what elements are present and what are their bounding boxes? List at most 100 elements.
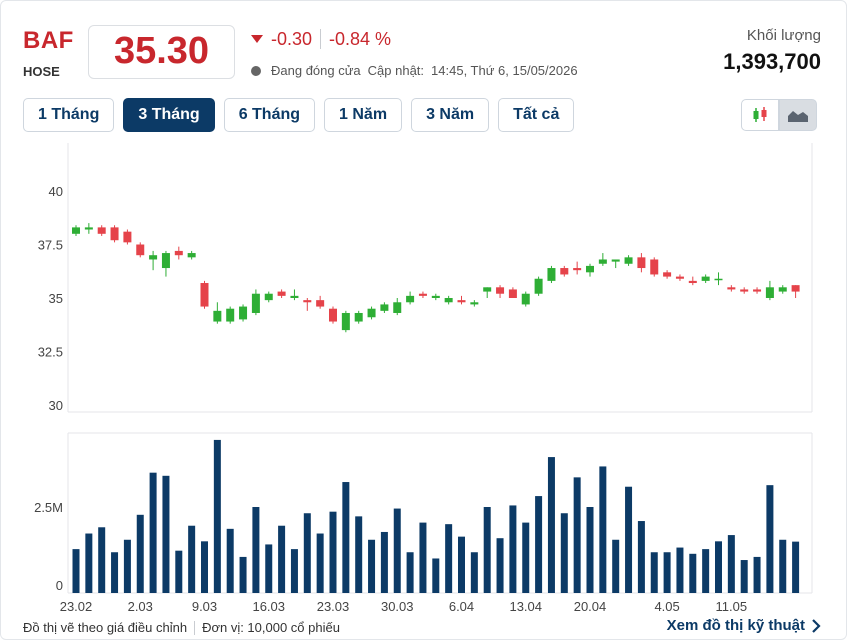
volume-bar xyxy=(689,553,697,593)
change-value: -0.30 xyxy=(271,28,313,49)
volume-bar xyxy=(85,533,93,593)
volume-bar xyxy=(213,439,221,593)
area-chart-button[interactable] xyxy=(779,99,817,131)
candle xyxy=(277,289,286,298)
x-tick-label: 16.03 xyxy=(252,599,285,613)
volume-bar xyxy=(419,522,427,593)
candle xyxy=(791,285,800,298)
candle xyxy=(701,274,710,284)
candle xyxy=(303,298,312,311)
volume-bar xyxy=(753,556,761,593)
volume-bar xyxy=(496,538,504,593)
volume-bar xyxy=(509,505,517,593)
x-tick-label: 30.03 xyxy=(381,599,414,613)
candle-body xyxy=(341,312,350,331)
volume-bar xyxy=(265,544,273,593)
candle xyxy=(675,274,684,281)
update-time: 14:45, Thứ 6, 15/05/2026 xyxy=(431,63,578,78)
candle-body xyxy=(406,295,415,303)
volume-bar xyxy=(393,508,401,593)
candlestick-chart-button[interactable] xyxy=(741,99,779,131)
volume-series xyxy=(72,439,800,593)
technical-chart-link[interactable]: Xem đồ thị kỹ thuật xyxy=(667,617,821,634)
volume-bar xyxy=(573,477,581,593)
candle-body xyxy=(380,304,389,311)
current-price: 35.30 xyxy=(113,30,210,72)
volume-bar xyxy=(625,486,633,593)
candle xyxy=(688,276,697,286)
volume-bar xyxy=(123,539,131,593)
candle xyxy=(727,285,736,292)
candle xyxy=(161,250,170,277)
candle-body xyxy=(72,227,80,234)
candle xyxy=(508,287,517,298)
volume-bar xyxy=(702,549,710,593)
volume-bar xyxy=(149,472,157,593)
volume-bar xyxy=(278,525,286,593)
volume-bar xyxy=(72,549,80,593)
candle xyxy=(637,253,646,273)
tab-3-years[interactable]: 3 Năm xyxy=(411,98,490,132)
candle xyxy=(367,306,376,320)
price-change: -0.30 -0.84 % xyxy=(251,27,391,51)
volume-bar xyxy=(727,535,735,593)
candle xyxy=(72,225,80,236)
technical-chart-link-label: Xem đồ thị kỹ thuật xyxy=(666,617,805,634)
volume-bar xyxy=(650,552,658,593)
candle xyxy=(650,257,659,277)
volume-bar xyxy=(586,507,594,593)
candle xyxy=(393,298,402,316)
candle xyxy=(765,280,774,301)
volume-bar xyxy=(303,513,311,593)
candle-body xyxy=(84,227,93,230)
volume-bar xyxy=(470,552,478,593)
chevron-right-icon xyxy=(812,618,821,633)
x-tick-label: 23.02 xyxy=(60,599,93,613)
ticker-symbol: BAF xyxy=(23,27,74,54)
x-tick-label: 13.04 xyxy=(509,599,542,613)
status-dot-icon xyxy=(251,65,261,76)
volume-bar xyxy=(406,552,414,593)
volume-bar xyxy=(612,539,620,593)
status-text: Đang đóng cửa xyxy=(271,63,361,78)
y-tick-label: 30 xyxy=(49,398,63,413)
candle-body xyxy=(714,278,723,281)
tab-6-months[interactable]: 6 Tháng xyxy=(223,98,316,132)
candle xyxy=(586,263,594,277)
volume-bar xyxy=(663,552,671,593)
candle xyxy=(431,293,440,301)
candle-body xyxy=(727,287,736,290)
volume-bar xyxy=(522,522,530,593)
volume-bar xyxy=(715,541,722,593)
x-tick-label: 23.03 xyxy=(317,599,350,613)
candle xyxy=(290,289,299,301)
candle xyxy=(714,272,723,286)
tab-1-month[interactable]: 1 Tháng xyxy=(23,98,115,132)
volume-bar xyxy=(445,524,453,593)
price-y-axis: 40 37.5 35 32.5 30 xyxy=(38,184,63,413)
candle xyxy=(264,291,273,303)
candle-body xyxy=(547,268,556,281)
candle xyxy=(418,291,427,298)
range-tabs: 1 Tháng 3 Tháng 6 Tháng 1 Năm 3 Năm Tất … xyxy=(23,98,575,132)
tab-1-year[interactable]: 1 Năm xyxy=(324,98,403,132)
candle-body xyxy=(650,259,659,275)
tab-3-months[interactable]: 3 Tháng xyxy=(123,98,215,132)
tab-all[interactable]: Tất cả xyxy=(498,98,575,132)
candle-body xyxy=(136,244,145,256)
candle-body xyxy=(457,300,466,303)
volume-bar xyxy=(136,514,144,593)
candle xyxy=(97,225,106,236)
candle-body xyxy=(277,291,286,296)
candle-body xyxy=(791,285,800,292)
candle-body xyxy=(239,306,248,320)
candle-body xyxy=(149,255,158,260)
candle xyxy=(174,246,183,260)
volume-bar xyxy=(252,507,260,593)
x-tick-label: 11.05 xyxy=(716,599,748,613)
candle xyxy=(611,259,620,269)
candle xyxy=(521,291,530,307)
candle-body xyxy=(187,253,196,258)
candle xyxy=(406,291,415,305)
